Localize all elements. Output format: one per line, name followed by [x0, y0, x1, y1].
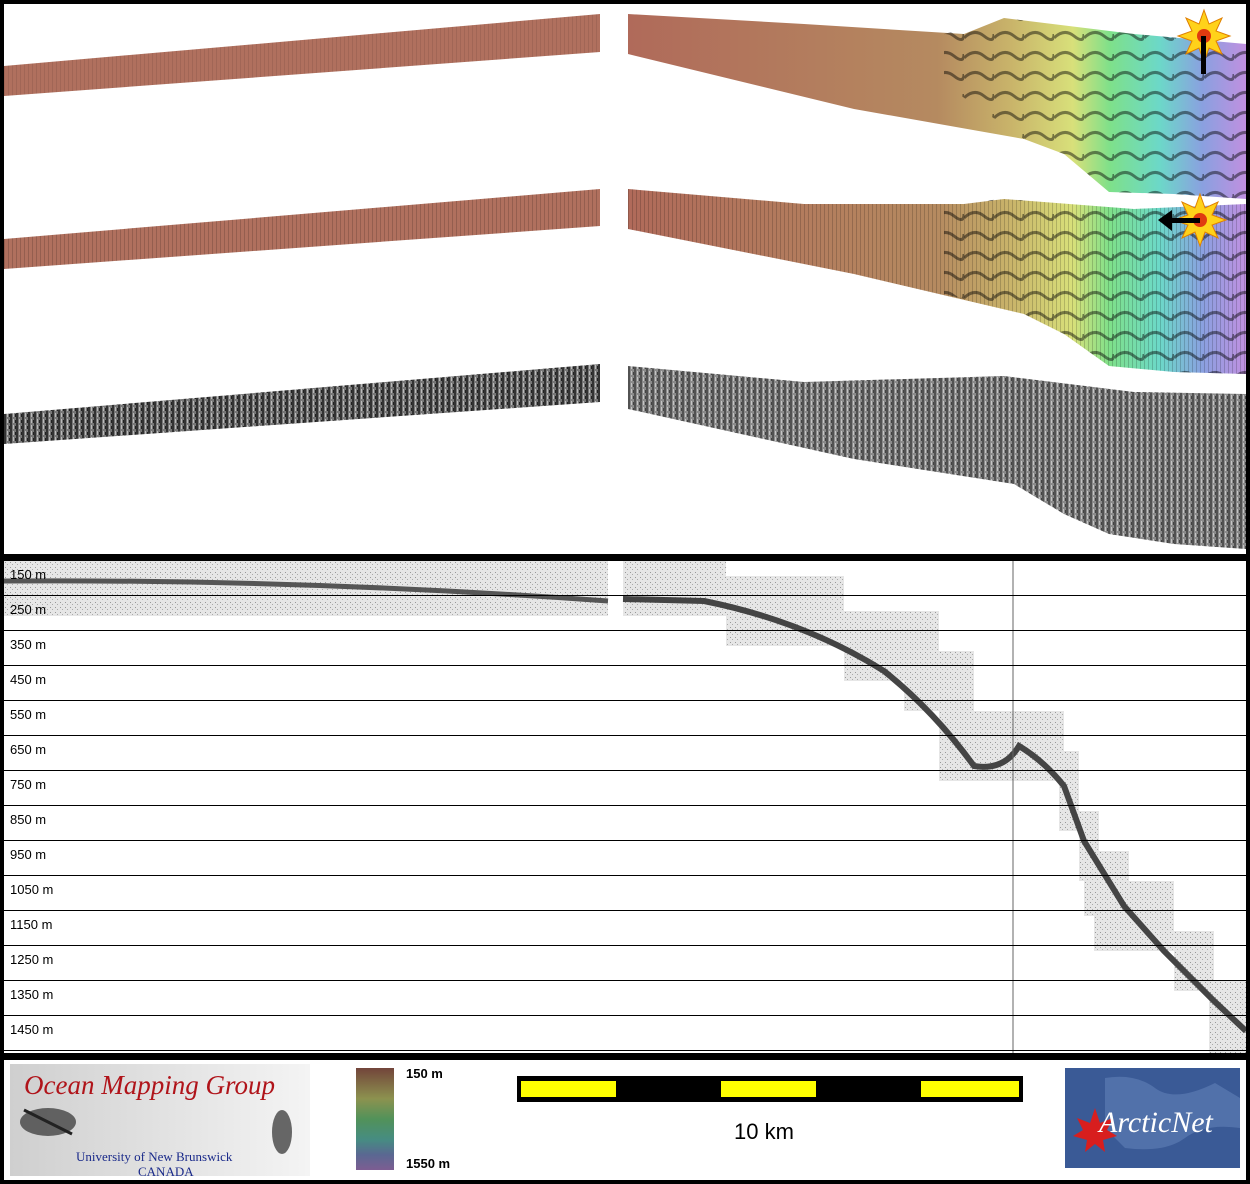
depth-row: 450 m: [4, 666, 1246, 701]
depth-label: 850 m: [10, 812, 47, 827]
depth-row: 1250 m: [4, 946, 1246, 981]
depth-label: 350 m: [10, 637, 47, 652]
depth-label: 1150 m: [10, 917, 53, 932]
depth-row: 950 m: [4, 841, 1246, 876]
depth-label: 1350 m: [10, 987, 54, 1002]
logo-country: CANADA: [138, 1164, 194, 1179]
depth-label: 250 m: [10, 602, 47, 617]
depth-label: 950 m: [10, 847, 47, 862]
swath-panel: [4, 4, 1246, 554]
depth-row: 750 m: [4, 771, 1246, 806]
depth-row: 1150 m: [4, 911, 1246, 946]
scale-bar-graphic: [517, 1076, 1023, 1102]
arcticnet-logo: ArcticNet: [1065, 1068, 1240, 1168]
depth-label: 550 m: [10, 707, 47, 722]
profile-segment: [4, 561, 608, 616]
arrow-left-icon: [1158, 210, 1200, 231]
arcticnet-text: ArcticNet: [1099, 1106, 1213, 1139]
depth-label: 650 m: [10, 742, 47, 757]
arrow-down-icon: [1201, 36, 1206, 74]
depth-row: 1350 m: [4, 981, 1246, 1016]
swath-strip-shaded-west: [4, 189, 1246, 374]
footer-panel: Ocean Mapping Group University of New Br…: [4, 1060, 1246, 1180]
depth-label: 750 m: [10, 777, 47, 792]
colorbar-top-label: 150 m: [406, 1066, 443, 1081]
sub-bottom-profile: [4, 561, 1246, 1053]
scale-bar: [517, 1076, 1023, 1102]
colorbar-gradient: [356, 1068, 394, 1170]
depth-profile-panel: 150 m 250 m 350 m 450 m 550 m 650 m 750 m 850 m…: [4, 561, 1246, 1053]
depth-label: 1250 m: [10, 952, 54, 967]
swath-strips: [4, 8, 1246, 549]
depth-label: 1050 m: [10, 882, 54, 897]
logo-background: [10, 1064, 310, 1176]
depth-row: 1050 m: [4, 876, 1246, 911]
depth-row: 350 m: [4, 631, 1246, 666]
depth-row: 250 m: [4, 596, 1246, 631]
depth-row: 150 m: [4, 561, 1246, 596]
depth-row: 550 m: [4, 701, 1246, 736]
profile-segment: [623, 561, 726, 616]
arcticnet-map-background: [1073, 1076, 1240, 1152]
depth-row: 650 m: [4, 736, 1246, 771]
colorbar-bottom-label: 1550 m: [406, 1156, 451, 1171]
logo-university: University of New Brunswick: [76, 1149, 233, 1164]
depth-row: 1450 m: [4, 1016, 1246, 1051]
depth-label: 150 m: [10, 567, 47, 582]
scale-bar-label: 10 km: [734, 1119, 794, 1144]
depth-label: 450 m: [10, 672, 47, 687]
swath-strip-backscatter: [4, 364, 1246, 549]
depth-row: 850 m: [4, 806, 1246, 841]
logo-title: Ocean Mapping Group: [24, 1070, 275, 1100]
swath-strip-shaded-north: [4, 14, 1246, 199]
depth-colorbar: [354, 1068, 398, 1170]
depth-label: 1450 m: [10, 1022, 54, 1037]
ocean-mapping-group-logo: Ocean Mapping Group University of New Br…: [10, 1064, 310, 1179]
